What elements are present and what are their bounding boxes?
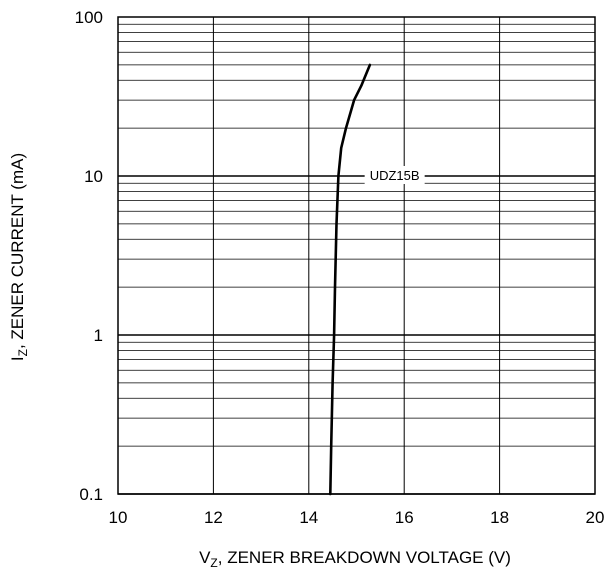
- annotation-background: [364, 166, 425, 184]
- y-tick-labels: 0.1 1 10 100: [75, 8, 103, 504]
- y-axis-title-rest: , ZENER CURRENT (mA): [8, 153, 27, 349]
- y-tick-label: 1: [94, 326, 103, 345]
- x-axis-title: VZ, ZENER BREAKDOWN VOLTAGE (V): [199, 548, 511, 570]
- x-tick-label: 16: [395, 508, 414, 527]
- x-tick-label: 20: [586, 508, 605, 527]
- x-tick-label: 14: [299, 508, 318, 527]
- plot-frame: [117, 16, 596, 495]
- annotation-layer: UDZ15B: [364, 166, 425, 184]
- grid-lines: [117, 17, 596, 495]
- y-tick-label: 100: [75, 8, 103, 27]
- series-layer: [328, 63, 372, 496]
- y-tick-label: 0.1: [79, 485, 103, 504]
- x-axis-title-sub: Z: [210, 556, 217, 570]
- x-axis-title-main: V: [199, 548, 211, 567]
- x-tick-label: 12: [204, 508, 223, 527]
- y-axis-title-main: I: [8, 356, 27, 361]
- x-axis-title-rest: , ZENER BREAKDOWN VOLTAGE (V): [218, 548, 511, 567]
- x-tick-label: 10: [109, 508, 128, 527]
- series-line: [328, 63, 372, 496]
- series-label: UDZ15B: [370, 168, 420, 183]
- y-axis-title: IZ, ZENER CURRENT (mA): [8, 153, 30, 361]
- x-tick-labels: 10 12 14 16 18 20: [109, 508, 605, 527]
- y-axis-title-sub: Z: [16, 349, 30, 356]
- x-tick-label: 18: [490, 508, 509, 527]
- y-tick-label: 10: [84, 167, 103, 186]
